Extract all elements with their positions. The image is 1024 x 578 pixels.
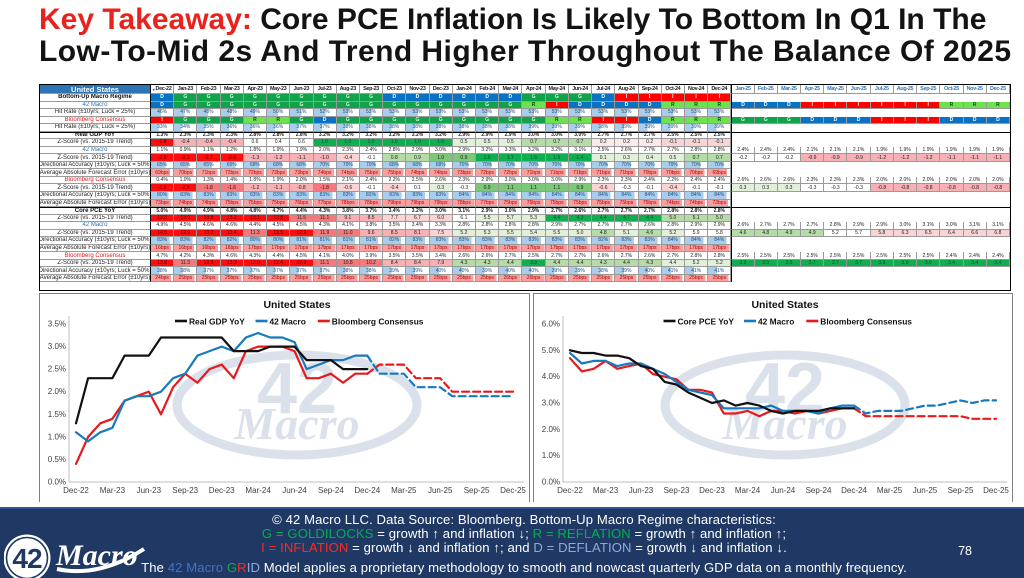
svg-text:Sep-23: Sep-23: [664, 486, 690, 495]
svg-text:Dec-23: Dec-23: [699, 486, 725, 495]
svg-text:3.5%: 3.5%: [48, 320, 66, 329]
svg-text:4.0%: 4.0%: [542, 372, 560, 381]
svg-text:Mar-23: Mar-23: [100, 486, 126, 495]
svg-text:Jun-25: Jun-25: [913, 486, 938, 495]
svg-text:2.0%: 2.0%: [48, 387, 66, 396]
svg-text:0.0%: 0.0%: [542, 478, 560, 487]
svg-text:Sep-24: Sep-24: [806, 486, 832, 495]
svg-text:1.0%: 1.0%: [542, 451, 560, 460]
svg-text:Bloomberg Consensus: Bloomberg Consensus: [332, 317, 424, 327]
svg-text:5.0%: 5.0%: [542, 346, 560, 355]
svg-text:Mar-24: Mar-24: [735, 486, 761, 495]
svg-text:1.0%: 1.0%: [48, 432, 66, 441]
svg-text:Jun-23: Jun-23: [629, 486, 654, 495]
svg-text:Jun-24: Jun-24: [282, 486, 307, 495]
svg-text:Sep-25: Sep-25: [464, 486, 490, 495]
svg-text:3.0%: 3.0%: [542, 399, 560, 408]
svg-text:3.0%: 3.0%: [48, 342, 66, 351]
svg-text:Core PCE YoY: Core PCE YoY: [678, 317, 735, 327]
svg-text:Mar-25: Mar-25: [391, 486, 417, 495]
svg-text:1.5%: 1.5%: [48, 410, 66, 419]
svg-text:42 Macro: 42 Macro: [758, 317, 794, 327]
svg-text:42 Macro: 42 Macro: [270, 317, 306, 327]
svg-text:Dec-24: Dec-24: [841, 486, 867, 495]
svg-text:Sep-24: Sep-24: [318, 486, 344, 495]
svg-text:42: 42: [12, 543, 42, 574]
svg-text:Dec-25: Dec-25: [500, 486, 526, 495]
svg-text:Dec-24: Dec-24: [354, 486, 380, 495]
svg-text:Dec-25: Dec-25: [983, 486, 1009, 495]
svg-text:0.5%: 0.5%: [48, 455, 66, 464]
svg-text:Jun-25: Jun-25: [428, 486, 453, 495]
svg-text:United States: United States: [263, 299, 330, 311]
svg-text:2.5%: 2.5%: [48, 365, 66, 374]
svg-text:Bloomberg Consensus: Bloomberg Consensus: [820, 317, 912, 327]
svg-text:0.0%: 0.0%: [48, 478, 66, 487]
svg-text:Macro: Macro: [233, 398, 359, 449]
svg-text:Sep-25: Sep-25: [948, 486, 974, 495]
svg-text:Jun-23: Jun-23: [137, 486, 162, 495]
svg-text:Mar-23: Mar-23: [593, 486, 619, 495]
svg-text:Jun-24: Jun-24: [771, 486, 796, 495]
svg-text:Mar-24: Mar-24: [245, 486, 271, 495]
svg-text:Macro: Macro: [721, 398, 847, 449]
svg-text:2.0%: 2.0%: [542, 425, 560, 434]
svg-text:Dec-22: Dec-22: [557, 486, 583, 495]
svg-text:Macro: Macro: [55, 539, 138, 572]
svg-text:Sep-23: Sep-23: [172, 486, 198, 495]
svg-text:Real GDP YoY: Real GDP YoY: [189, 317, 245, 327]
svg-text:United States: United States: [751, 299, 818, 311]
svg-text:6.0%: 6.0%: [542, 320, 560, 329]
svg-text:Dec-22: Dec-22: [63, 486, 89, 495]
svg-text:Dec-23: Dec-23: [209, 486, 235, 495]
svg-text:Mar-25: Mar-25: [877, 486, 903, 495]
